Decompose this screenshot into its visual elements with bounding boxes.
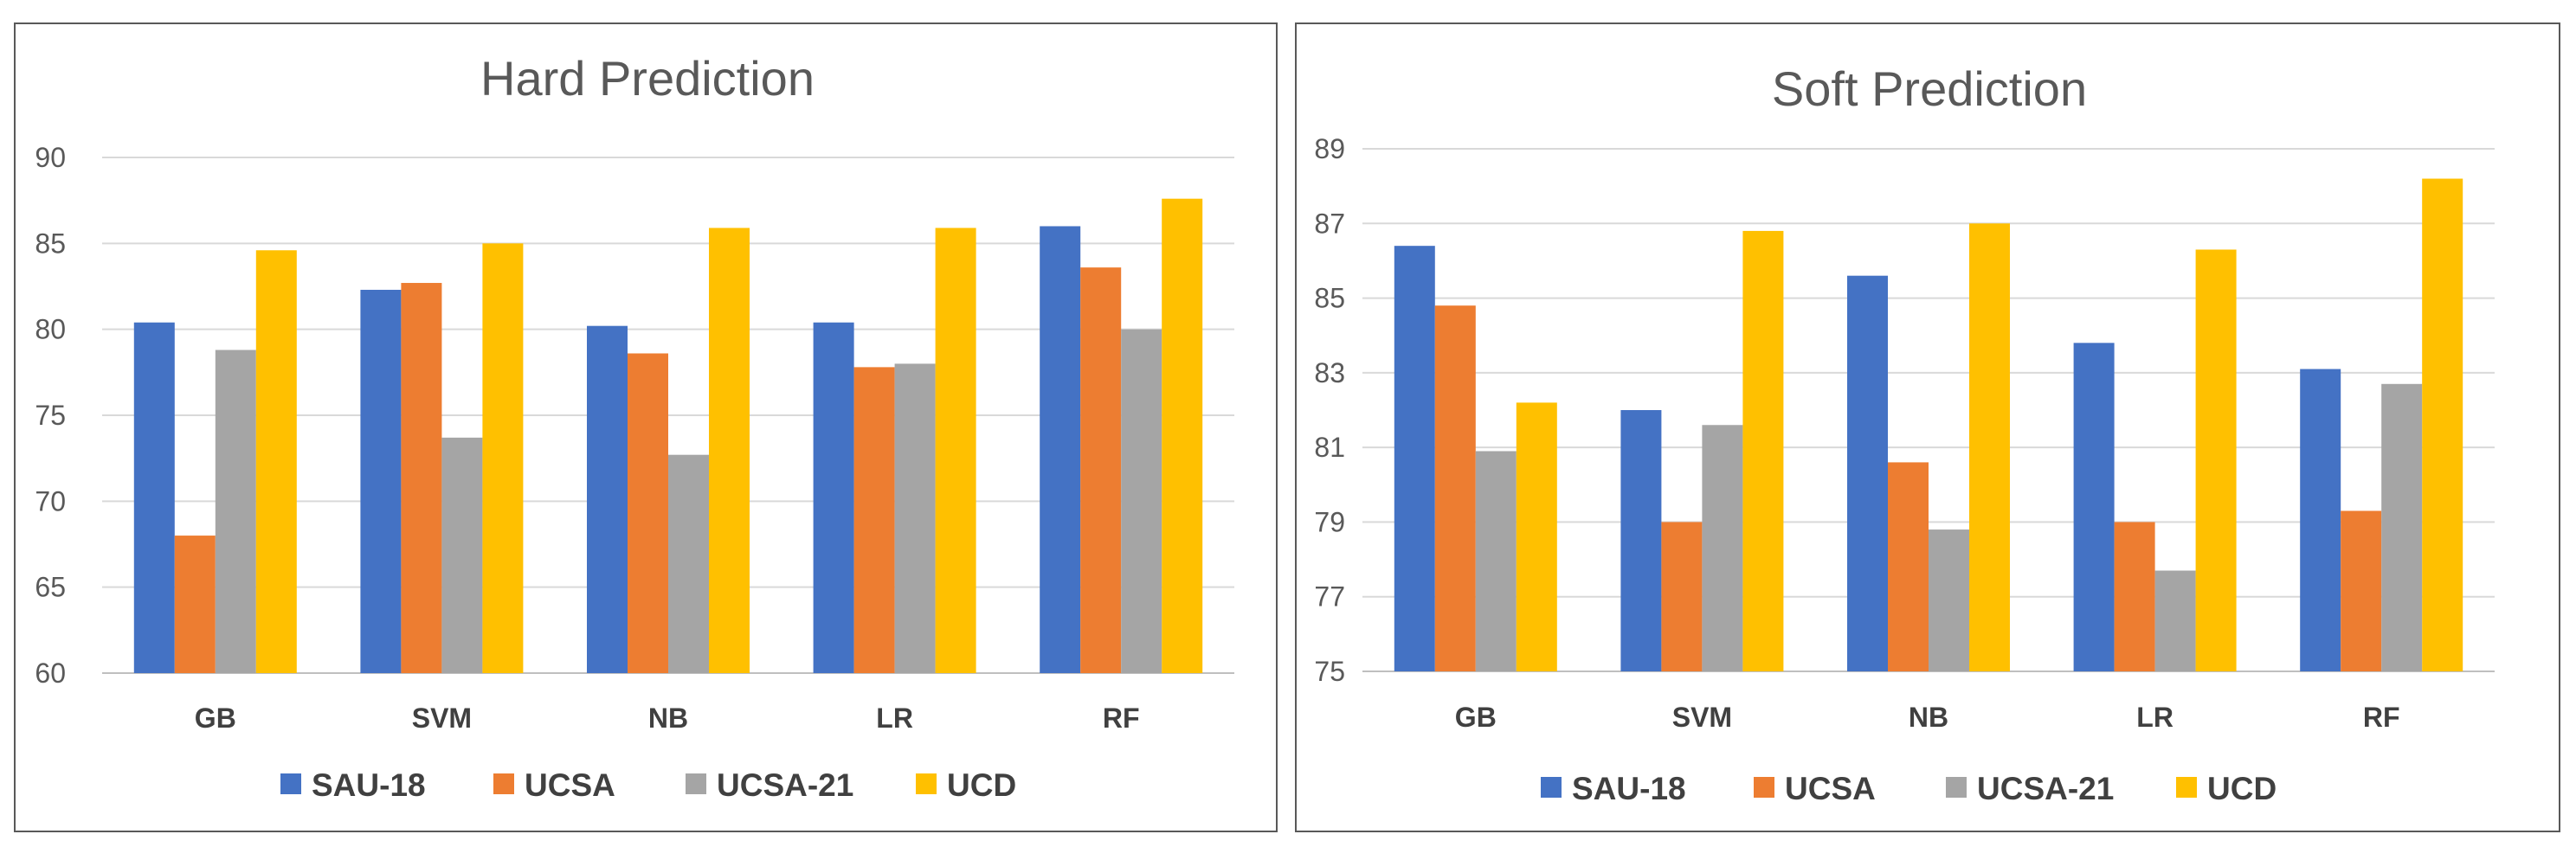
hard-prediction-bar-svm-sau-18 bbox=[360, 289, 402, 673]
soft-prediction-bar-lr-ucsa-21 bbox=[2154, 570, 2196, 671]
hard-prediction-legend-swatch-ucsa-21 bbox=[686, 773, 706, 794]
soft-prediction-y-tick-77: 77 bbox=[1314, 581, 1345, 613]
hard-prediction-bar-rf-ucsa-21 bbox=[1121, 329, 1162, 673]
soft-prediction-x-tick-svm: SVM bbox=[1672, 702, 1732, 733]
hard-prediction-legend-label-ucd: UCD bbox=[947, 767, 1016, 803]
soft-prediction-bar-rf-ucsa bbox=[2341, 510, 2382, 671]
soft-prediction-bar-svm-ucsa-21 bbox=[1702, 425, 1743, 671]
soft-prediction-y-tick-85: 85 bbox=[1314, 283, 1345, 314]
soft-prediction-x-tick-lr: LR bbox=[2136, 702, 2174, 733]
soft-prediction-x-tick-rf: RF bbox=[2363, 702, 2400, 733]
soft-prediction-bar-nb-ucd bbox=[1969, 223, 2010, 671]
hard-prediction-y-tick-65: 65 bbox=[35, 572, 66, 603]
soft-prediction-bar-rf-ucd bbox=[2422, 178, 2463, 671]
soft-prediction-bar-rf-sau-18 bbox=[2300, 369, 2341, 671]
soft-prediction-legend-swatch-ucsa bbox=[1754, 777, 1774, 798]
hard-prediction-bar-svm-ucsa-21 bbox=[441, 437, 483, 673]
hard-prediction-y-tick-90: 90 bbox=[35, 142, 66, 173]
hard-prediction-bar-nb-sau-18 bbox=[587, 325, 628, 673]
hard-prediction-x-tick-nb: NB bbox=[648, 703, 688, 734]
hard-prediction-bar-gb-ucd bbox=[255, 250, 297, 673]
hard-prediction-bar-gb-ucsa-21 bbox=[215, 350, 256, 673]
soft-prediction-y-tick-87: 87 bbox=[1314, 208, 1345, 239]
soft-prediction-legend-swatch-sau-18 bbox=[1541, 777, 1562, 798]
soft-prediction-bar-nb-ucsa-21 bbox=[1929, 529, 1969, 671]
soft-prediction-legend-label-sau-18: SAU-18 bbox=[1572, 771, 1686, 806]
hard-prediction-y-tick-60: 60 bbox=[35, 658, 66, 689]
soft-prediction-legend-label-ucsa-21: UCSA-21 bbox=[1977, 771, 2114, 806]
hard-prediction-bar-svm-ucd bbox=[482, 243, 524, 673]
hard-prediction-bar-lr-sau-18 bbox=[813, 322, 854, 673]
hard-prediction-bar-gb-sau-18 bbox=[133, 322, 175, 673]
soft-prediction-svg: Soft Prediction 75 77 79 81 83 85 87 89 GB SVM NB LR… bbox=[1314, 61, 2495, 806]
soft-prediction-legend-label-ucd: UCD bbox=[2207, 771, 2277, 806]
hard-prediction-x-tick-svm: SVM bbox=[412, 703, 472, 734]
hard-prediction-legend-swatch-ucd bbox=[916, 773, 937, 794]
hard-prediction-x-tick-rf: RF bbox=[1103, 703, 1140, 734]
hard-prediction-bar-gb-ucsa bbox=[174, 536, 216, 673]
hard-prediction-x-tick-lr: LR bbox=[876, 703, 913, 734]
soft-prediction-title: Soft Prediction bbox=[1772, 61, 2087, 116]
soft-prediction-bar-lr-ucsa bbox=[2114, 522, 2155, 671]
hard-prediction-bar-rf-ucsa bbox=[1080, 267, 1122, 673]
hard-prediction-bar-lr-ucsa bbox=[853, 367, 895, 673]
hard-prediction-y-tick-75: 75 bbox=[35, 400, 66, 431]
hard-prediction-y-tick-85: 85 bbox=[35, 228, 66, 259]
hard-prediction-bar-lr-ucd bbox=[935, 228, 976, 673]
soft-prediction-bar-svm-ucsa bbox=[1661, 522, 1703, 671]
soft-prediction-x-tick-nb: NB bbox=[1909, 702, 1948, 733]
soft-prediction-bar-rf-ucsa-21 bbox=[2381, 383, 2423, 671]
soft-prediction-legend-swatch-ucd bbox=[2176, 777, 2197, 798]
hard-prediction-legend-label-ucsa-21: UCSA-21 bbox=[717, 767, 853, 803]
soft-prediction-bar-svm-sau-18 bbox=[1620, 410, 1662, 671]
soft-prediction-bar-lr-ucd bbox=[2195, 249, 2237, 671]
hard-prediction-y-tick-80: 80 bbox=[35, 314, 66, 345]
soft-prediction-bar-nb-ucsa bbox=[1888, 462, 1929, 671]
soft-prediction-y-tick-89: 89 bbox=[1314, 133, 1345, 164]
soft-prediction-bar-gb-ucd bbox=[1516, 402, 1557, 671]
soft-prediction-chart-panel: Soft Prediction 75 77 79 81 83 85 87 89 GB SVM NB LR… bbox=[1295, 22, 2560, 832]
hard-prediction-legend-swatch-sau-18 bbox=[280, 773, 301, 794]
hard-prediction-bar-rf-ucd bbox=[1162, 198, 1203, 673]
hard-prediction-bar-nb-ucsa bbox=[628, 353, 668, 673]
soft-prediction-bar-lr-sau-18 bbox=[2073, 343, 2115, 671]
soft-prediction-bar-svm-ucd bbox=[1742, 230, 1784, 671]
soft-prediction-legend-label-ucsa: UCSA bbox=[1785, 771, 1876, 806]
soft-prediction-bar-gb-sau-18 bbox=[1394, 246, 1435, 671]
soft-prediction-y-tick-83: 83 bbox=[1314, 357, 1345, 388]
soft-prediction-bar-gb-ucsa bbox=[1434, 305, 1476, 671]
hard-prediction-bar-nb-ucd bbox=[709, 228, 750, 673]
hard-prediction-bar-lr-ucsa-21 bbox=[894, 363, 936, 673]
hard-prediction-bar-nb-ucsa-21 bbox=[668, 454, 709, 673]
soft-prediction-y-tick-75: 75 bbox=[1314, 656, 1345, 687]
soft-prediction-x-tick-gb: GB bbox=[1455, 702, 1497, 733]
soft-prediction-bar-nb-sau-18 bbox=[1847, 275, 1888, 671]
hard-prediction-bar-svm-ucsa bbox=[401, 283, 442, 673]
hard-prediction-bar-rf-sau-18 bbox=[1040, 226, 1081, 673]
hard-prediction-y-tick-70: 70 bbox=[35, 485, 66, 517]
hard-prediction-legend-label-ucsa: UCSA bbox=[525, 767, 615, 803]
hard-prediction-legend-swatch-ucsa bbox=[493, 773, 514, 794]
hard-prediction-svg: Hard Prediction 60 65 70 75 80 85 90 GB SVM NB LR RF… bbox=[35, 51, 1234, 803]
soft-prediction-legend-swatch-ucsa-21 bbox=[1946, 777, 1967, 798]
hard-prediction-title: Hard Prediction bbox=[480, 51, 815, 106]
hard-prediction-legend-label-sau-18: SAU-18 bbox=[312, 767, 426, 803]
soft-prediction-y-tick-79: 79 bbox=[1314, 506, 1345, 537]
hard-prediction-x-tick-gb: GB bbox=[195, 703, 236, 734]
soft-prediction-bar-gb-ucsa-21 bbox=[1475, 451, 1517, 671]
soft-prediction-y-tick-81: 81 bbox=[1314, 432, 1345, 463]
hard-prediction-chart-panel: Hard Prediction 60 65 70 75 80 85 90 GB SVM NB LR RF… bbox=[14, 22, 1278, 832]
